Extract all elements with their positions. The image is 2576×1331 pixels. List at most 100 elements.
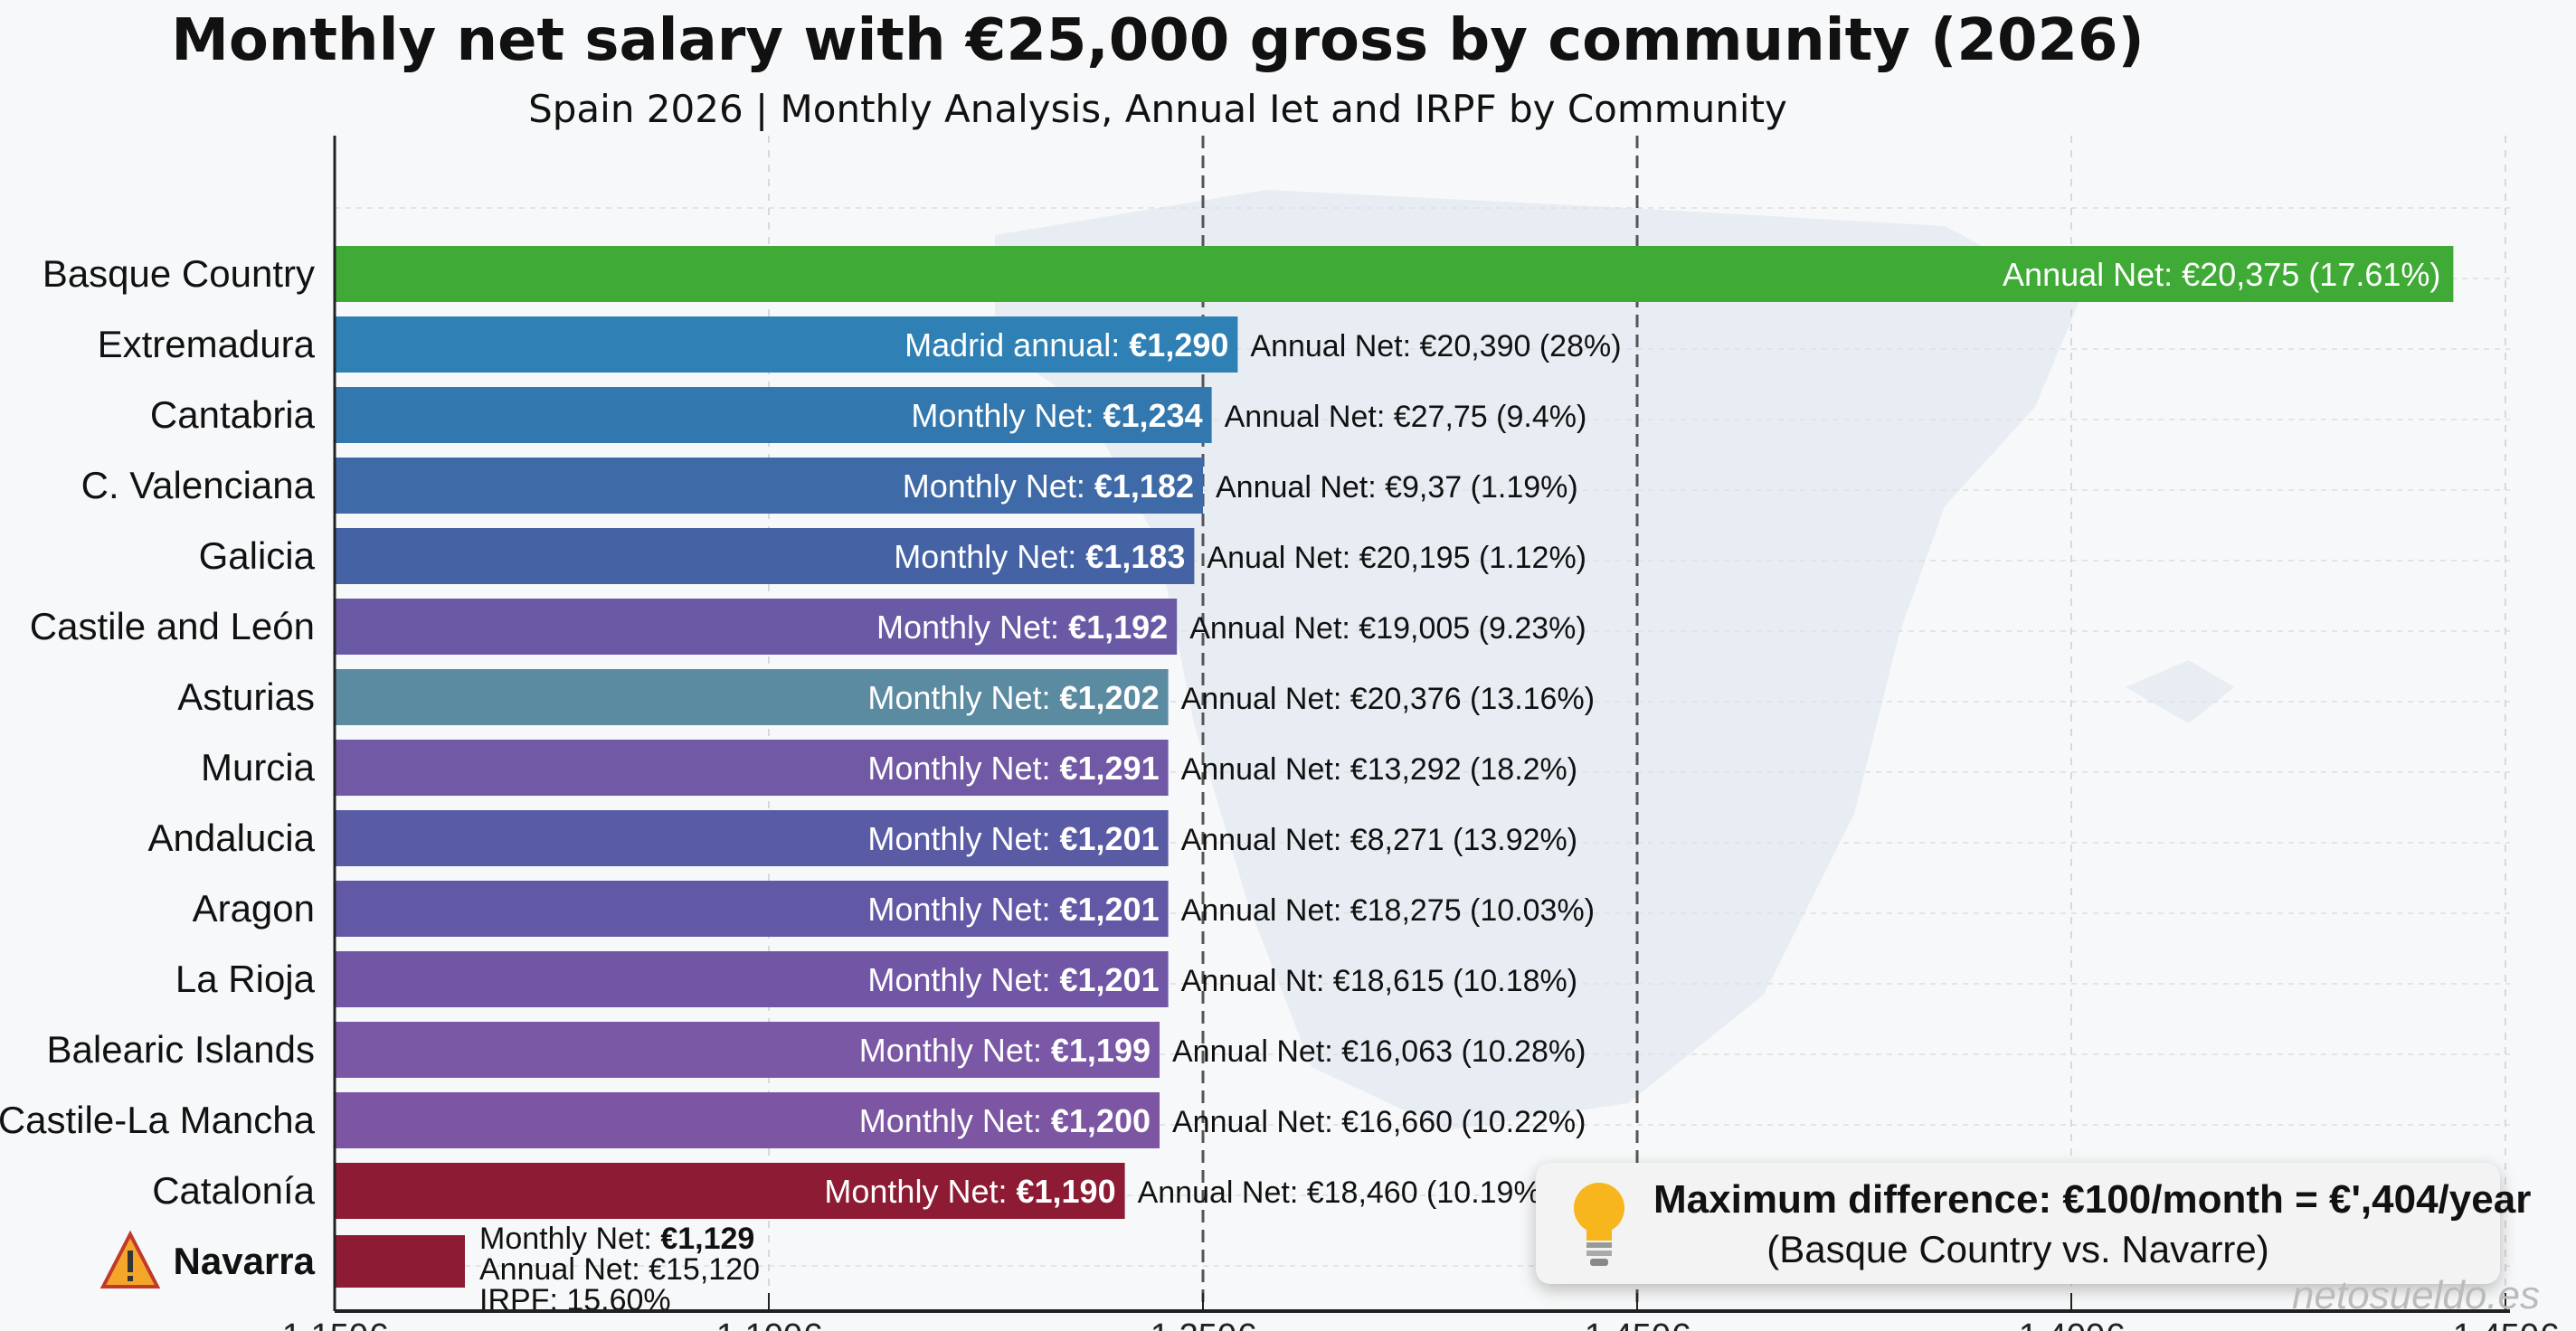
y-label: Castile and León (30, 605, 315, 647)
y-label: Castile-La Mancha (0, 1099, 316, 1141)
y-label: La Rioja (175, 958, 316, 1000)
label-value: €1,190 (1016, 1173, 1115, 1210)
annual-net-label: Annual Net: €20,376 (13.16%) (1181, 682, 1595, 716)
y-label: Extremadura (98, 323, 316, 365)
label-value: €1,199 (1051, 1032, 1151, 1069)
bar-la-rioja (335, 951, 1169, 1007)
label-value: €1,290 (1129, 326, 1228, 363)
annual-net-label: Annual Nt: €18,615 (10.18%) (1181, 964, 1578, 998)
label-value: €1,200 (1051, 1102, 1151, 1139)
label-text: Monthly Net: (867, 679, 1059, 716)
monthly-net-label: Monthly Net: €1,234 (911, 397, 1202, 434)
monthly-net-label: Monthly Net: €1,192 (876, 609, 1168, 646)
y-label: Basque Country (43, 252, 315, 295)
label-text: Monthly Net: (859, 1102, 1051, 1139)
y-label: Balearic Islands (47, 1028, 315, 1071)
monthly-net-label: Monthly Net: €1,200 (859, 1102, 1151, 1139)
label-text: Monthly Net: (903, 467, 1094, 505)
bar-balearic-islands (335, 1022, 1160, 1078)
label-value: €1,129 (660, 1222, 754, 1256)
bar-c-valenciana (335, 458, 1203, 514)
annual-net-label: Annual Net: €20,375 (17.61%) (2003, 256, 2440, 293)
label-value: €1,183 (1085, 538, 1185, 575)
label-text: Monthly Net: (824, 1173, 1016, 1210)
warning-icon (99, 1230, 161, 1289)
callout-line2: (Basque Country vs. Navarre) (1766, 1228, 2269, 1270)
label-text: Madrid annual: (904, 326, 1129, 363)
bar-castile-and-le-n (335, 599, 1178, 655)
x-tick-label: 1,150€ (282, 1317, 387, 1331)
x-tick-label: 1,100€ (716, 1317, 821, 1331)
monthly-net-label: Madrid annual: €1,290 (904, 326, 1228, 363)
y-label: C. Valenciana (81, 464, 316, 506)
y-label: Galicia (199, 534, 316, 577)
bar-catalon-a (335, 1163, 1125, 1219)
label-value: €1,291 (1059, 750, 1159, 787)
callout-line1: Maximum difference: €100/month = €',404/… (1653, 1177, 2532, 1222)
y-label: Cantabria (150, 393, 316, 436)
monthly-net-label: Monthly Net: €1,182 (903, 467, 1194, 505)
label-text: Monthly Net: (867, 820, 1059, 857)
annual-net-label: Annual Net: €8,271 (13.92%) (1181, 823, 1578, 857)
chart-subtitle: Spain 2026 | Monthly Analysis, Annual Ie… (528, 87, 1787, 131)
x-tick-label: 1,450€ (1585, 1317, 1690, 1331)
bar-asturias (335, 669, 1169, 725)
bar-galicia (335, 528, 1195, 584)
label-text: Monthly Net: (867, 750, 1059, 787)
bar-cantabria (335, 387, 1212, 443)
monthly-net-label: Monthly Net: €1,199 (859, 1032, 1151, 1069)
y-label: Asturias (177, 675, 315, 718)
bar-andalucia (335, 810, 1169, 866)
label-value: €1,202 (1059, 679, 1159, 716)
label-value: €1,182 (1094, 467, 1194, 505)
monthly-net-label: Monthly Net: €1,201 (867, 961, 1159, 998)
navarra-monthly-label: Monthly Net: €1,129 (479, 1222, 754, 1256)
label-value: €1,234 (1103, 397, 1202, 434)
max-difference-callout: Maximum difference: €100/month = €',404/… (1536, 1163, 2531, 1284)
annual-net-label: Annual Net: €13,292 (18.2%) (1181, 752, 1578, 787)
spain-map-background (995, 190, 2234, 1130)
label-text: Monthly Net: (479, 1222, 660, 1256)
label-text: Monthly Net: (911, 397, 1103, 434)
y-label: Aragon (193, 887, 315, 930)
annual-net-label: Annual Net: €18,275 (10.03%) (1181, 893, 1595, 928)
x-tick-label: 1,450€ (2453, 1317, 2558, 1331)
x-tick-label: 1,250€ (1151, 1317, 1255, 1331)
bar-navarra (335, 1235, 465, 1288)
annual-net-label: Annual Net: €9,37 (1.19%) (1216, 470, 1578, 505)
label-value: €1,201 (1059, 961, 1159, 998)
x-axis-ticks: 1,150€ 1,100€ 1,250€ 1,450€ 1,400€ 1,450€ (282, 1293, 2558, 1331)
y-label: Murcia (201, 746, 316, 788)
monthly-net-label: Monthly Net: €1,291 (867, 750, 1159, 787)
label-text: Monthly Net: (859, 1032, 1051, 1069)
bar-castile-la-mancha (335, 1092, 1160, 1148)
watermark: netosueldo.es (2292, 1273, 2540, 1317)
annual-net-label: Annual Net: €16,063 (10.28%) (1172, 1034, 1586, 1069)
annual-net-label: Anual Net: €20,195 (1.12%) (1207, 541, 1586, 575)
annual-net-label: Annual Net: €19,005 (9.23%) (1189, 611, 1586, 646)
bars: Annual Net: €20,375 (17.61%) Madrid annua… (335, 246, 2454, 1317)
y-axis-labels: Basque Country Extremadura Cantabria C. Val… (0, 252, 316, 1289)
label-value: €1,192 (1068, 609, 1168, 646)
monthly-net-label: Monthly Net: €1,202 (867, 679, 1159, 716)
x-tick-label: 1,400€ (2019, 1317, 2124, 1331)
y-label: Navarra (174, 1240, 316, 1282)
label-text: Monthly Net: (876, 609, 1068, 646)
annual-net-label: Annual Net: €18,460 (10.19%) (1138, 1175, 1551, 1210)
y-label: Andalucia (148, 817, 316, 859)
label-value: €1,201 (1059, 891, 1159, 928)
bar-murcia (335, 740, 1169, 796)
y-label: Catalonía (152, 1169, 315, 1212)
bar-aragon (335, 881, 1169, 937)
lightbulb-icon (1574, 1183, 1624, 1266)
bar-basque-country (335, 246, 2454, 302)
annual-net-label: Annual Net: €27,75 (9.4%) (1225, 400, 1587, 434)
annual-net-label: Annual Net: €20,390 (28%) (1250, 329, 1621, 363)
warning-dot (128, 1276, 133, 1281)
label-text: Monthly Net: (867, 961, 1059, 998)
chart-title: Monthly net salary with €25,000 gross by… (171, 7, 2145, 74)
label-text: Monthly Net: (894, 538, 1085, 575)
navarra-annual-label: Annual Net: €15,120 (479, 1252, 760, 1287)
annual-net-label: Annual Net: €16,660 (10.22%) (1172, 1105, 1586, 1139)
